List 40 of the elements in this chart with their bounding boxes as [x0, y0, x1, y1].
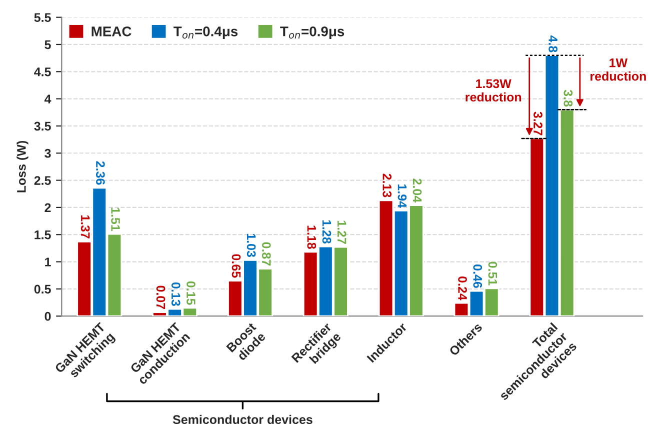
text: Semiconductor devices [172, 414, 312, 424]
legend-label: MEAC [92, 26, 132, 36]
data-label: 2.13 [382, 174, 392, 198]
y-tick-label: 2 [44, 203, 51, 212]
data-label: 1.18 [307, 226, 316, 249]
data-label: 0.24 [458, 276, 467, 300]
data-label: 0.07 [156, 286, 166, 310]
y-axis-title: Loss (W) [16, 140, 28, 192]
data-label: 1.28 [322, 220, 332, 244]
y-tick-label: 5.5 [34, 13, 51, 22]
y-tick-label: 4 [44, 94, 52, 104]
data-label: 0.51 [488, 262, 498, 286]
y-tick-label: 5 [44, 40, 51, 50]
y-tick-label: 3 [44, 148, 51, 158]
data-label: 1.51 [111, 208, 120, 231]
data-label: 3.27 [534, 112, 542, 136]
y-tick-label: 2.5 [34, 176, 51, 185]
y-tick-label: 3.5 [34, 122, 51, 131]
data-label: 0.15 [186, 281, 196, 305]
data-label: 3.8 [564, 90, 573, 107]
annotation: 1.53W reduction [466, 79, 522, 102]
data-label: 0.46 [473, 264, 482, 288]
data-label: 2.36 [96, 161, 105, 185]
legend-label: T$_{on}$=0.9μs [280, 26, 344, 40]
data-label: 0.87 [262, 242, 271, 266]
legend-label: T$_{on}$=0.4μs [174, 26, 238, 40]
y-tick-label: 4.5 [34, 68, 51, 76]
data-label: 1.37 [80, 215, 90, 238]
y-tick-label: 0 [44, 312, 51, 321]
y-tick-label: 0.5 [34, 284, 51, 294]
data-label: 1.03 [246, 234, 256, 257]
data-label: 1.94 [398, 184, 407, 208]
data-label: 0.65 [232, 254, 241, 278]
data-label: 4.8 [548, 35, 558, 52]
y-tick-label: 1 [45, 258, 51, 266]
annotation: 1W reduction [590, 58, 646, 81]
data-label: 0.13 [171, 282, 180, 306]
data-label: 1.27 [338, 220, 346, 244]
data-label: 2.04 [412, 178, 422, 202]
y-tick-label: 1.5 [34, 230, 51, 240]
